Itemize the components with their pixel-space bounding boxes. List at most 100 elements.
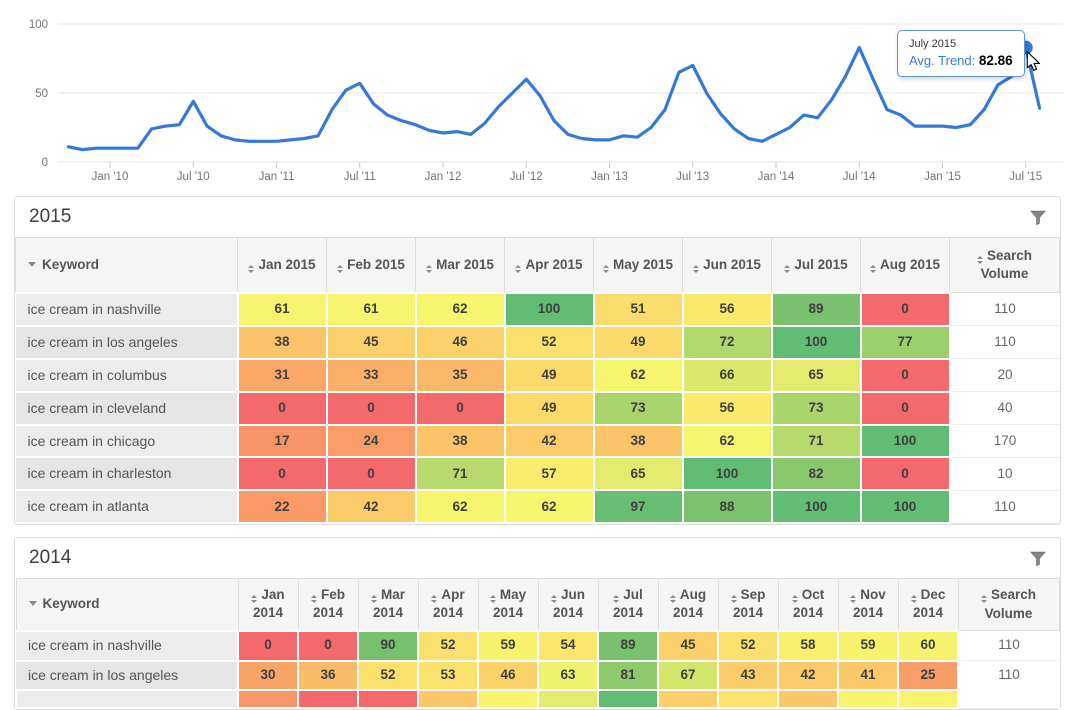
- sort-up-arrow: [976, 256, 983, 259]
- sort-up-arrow: [310, 595, 317, 599]
- search-volume-cell: 40: [949, 391, 1060, 425]
- trend-value-cell: 36: [297, 659, 359, 692]
- sort-down-arrow: [602, 269, 609, 273]
- sort-up-arrow: [669, 595, 676, 599]
- month-column-header[interactable]: Jan 2014: [237, 578, 299, 632]
- month-column-header[interactable]: Mar 2014: [357, 578, 419, 632]
- month-column-header[interactable]: Mar 2015: [415, 236, 505, 294]
- trend-value-cell: 56: [681, 390, 773, 426]
- month-column-header[interactable]: Nov 2014: [837, 578, 899, 632]
- keyword-cell: ice cream in atlanta: [15, 489, 239, 525]
- sort-up-arrow: [613, 595, 620, 599]
- y-axis-label: 0: [42, 157, 48, 169]
- month-header-label: Feb 2014: [312, 587, 345, 621]
- month-column-header[interactable]: Aug 2015: [860, 236, 950, 294]
- x-axis-label: Jul '14: [843, 171, 876, 183]
- trend-value-cell: 0: [237, 629, 299, 662]
- x-axis-label: Jan '11: [259, 171, 295, 183]
- month-column-header[interactable]: Jul 2014: [597, 578, 659, 632]
- header-row: Keyword Jan 2014 Feb 2014 Mar 2014 Apr 2014 M…: [15, 578, 1060, 632]
- trend-value-cell: 0: [297, 629, 359, 662]
- sort-down-arrow: [976, 261, 983, 264]
- trend-value-cell: 58: [777, 629, 839, 662]
- month-header-label: Mar 2014: [372, 587, 405, 621]
- sort-up-arrow: [730, 595, 737, 599]
- trend-value-cell: 45: [657, 629, 719, 662]
- tooltip-date: July 2015: [909, 38, 957, 50]
- trend-value-cell: 56: [681, 291, 773, 327]
- sort-down-arrow: [426, 269, 433, 273]
- trend-value-cell: 65: [592, 456, 684, 492]
- month-column-header[interactable]: Feb 2015: [326, 236, 416, 294]
- month-column-header[interactable]: Apr 2015: [504, 236, 594, 294]
- search-volume-column-header[interactable]: Search Volume: [957, 578, 1060, 632]
- trend-value-cell: 100: [770, 324, 862, 360]
- month-column-header[interactable]: May 2014: [477, 578, 539, 632]
- month-column-header[interactable]: Jan 2015: [237, 236, 327, 294]
- avg-trend-chart: 0 50 100 Jan '10 Jul '10 Jan '11 Jul '11 Jan '1…: [0, 0, 1075, 196]
- trend-value-cell: [357, 689, 419, 710]
- trend-value-cell: 89: [597, 629, 659, 662]
- trend-value-cell: [897, 689, 959, 710]
- table-header: Keyword Jan 2014 Feb 2014 Mar 2014 Apr 2014 M…: [15, 578, 1060, 632]
- table-row: ice cream in atlanta 22 42 62 62 97 88 100 100 11…: [15, 489, 1060, 525]
- trend-value-cell: 49: [503, 390, 595, 426]
- month-column-header[interactable]: Jun 2014: [537, 578, 599, 632]
- tooltip-value: 82.86: [978, 53, 1013, 68]
- trend-value-cell: 0: [859, 357, 951, 393]
- filter-icon[interactable]: [1030, 551, 1046, 567]
- keyword-cell: ice cream in nashville: [15, 291, 239, 327]
- trend-value-cell: 0: [325, 390, 417, 426]
- month-column-header[interactable]: Jul 2015: [771, 236, 861, 294]
- sort-up-arrow: [426, 264, 433, 268]
- trend-value-cell: 30: [237, 659, 299, 692]
- trend-value-cell: 100: [503, 291, 595, 327]
- trend-value-cell: [717, 689, 779, 710]
- trend-value-cell: 62: [681, 423, 773, 459]
- search-volume-cell: 110: [957, 630, 1059, 661]
- sort-down-arrow: [791, 600, 798, 604]
- search-volume-cell: 10: [949, 457, 1060, 491]
- chart-tooltip: July 2015 Avg. Trend: 82.86: [897, 30, 1025, 77]
- month-column-header[interactable]: Feb 2014: [297, 578, 359, 632]
- table-row: ice cream in los angeles 30 36 52 53 46 63 81 67…: [16, 659, 1059, 692]
- month-column-header[interactable]: May 2015: [593, 236, 683, 294]
- month-column-header[interactable]: Oct 2014: [777, 578, 839, 632]
- filter-icon[interactable]: [1030, 210, 1046, 225]
- sort-icon: [850, 595, 857, 604]
- keyword-cell: ice cream in columbus: [15, 357, 239, 393]
- sort-icon: [980, 595, 987, 604]
- table-header: Keyword Jan 2015 Feb 2015 Mar 2015 Apr 2015 M…: [15, 236, 1060, 294]
- sort-descending-icon: [28, 261, 36, 267]
- search-volume-cell: 110: [949, 292, 1060, 327]
- sort-down-arrow: [693, 269, 700, 273]
- trend-value-cell: 100: [681, 456, 773, 492]
- trend-value-cell: [537, 689, 599, 710]
- trend-value-cell: [237, 689, 299, 710]
- month-column-header[interactable]: Sep 2014: [717, 578, 779, 632]
- keyword-cell: ice cream in cleveland: [15, 390, 239, 426]
- x-axis-label: Jul '11: [344, 171, 376, 183]
- month-column-header[interactable]: Jun 2015: [682, 236, 772, 294]
- y-axis-label: 100: [29, 19, 48, 31]
- month-header-label: Apr 2014: [432, 587, 465, 621]
- sort-down-arrow: [489, 600, 496, 604]
- trend-value-cell: 38: [414, 423, 506, 459]
- trend-line[interactable]: [66, 45, 1042, 152]
- sort-down-arrow: [869, 269, 876, 273]
- keyword-column-header[interactable]: Keyword: [15, 236, 238, 294]
- trend-value-cell: 59: [837, 629, 899, 662]
- sort-down-arrow: [337, 269, 344, 273]
- trend-value-cell: 0: [414, 390, 506, 426]
- search-volume-column-header[interactable]: Search Volume: [949, 236, 1060, 294]
- trend-value-cell: 54: [537, 629, 599, 662]
- keyword-column-header[interactable]: Keyword: [15, 578, 239, 632]
- sort-icon: [251, 595, 258, 604]
- trend-value-cell: 38: [592, 423, 684, 459]
- month-column-header[interactable]: Aug 2014: [657, 578, 719, 632]
- keyword-heatmap-table: Keyword Jan 2015 Feb 2015 Mar 2015 Apr 2015 M…: [15, 236, 1060, 525]
- month-header-label: Jun 2015: [703, 256, 761, 272]
- month-column-header[interactable]: Apr 2014: [417, 578, 479, 632]
- sort-down-arrow: [370, 600, 377, 604]
- month-column-header[interactable]: Dec 2014: [897, 578, 959, 632]
